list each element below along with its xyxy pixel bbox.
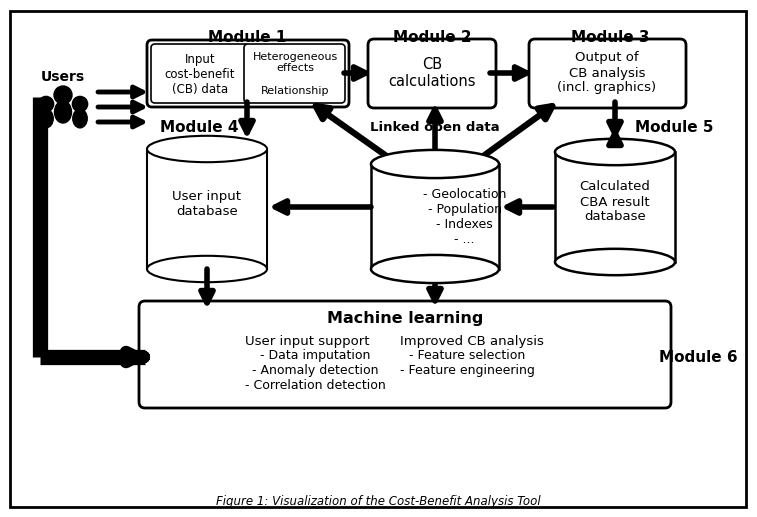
Text: Heterogeneous
effects

Relationship: Heterogeneous effects Relationship [252,52,338,96]
Bar [422,165,464,167]
Text: - Geolocation
- Population
- Indexes
- ...: - Geolocation - Population - Indexes - .… [423,188,506,246]
Ellipse shape [39,109,53,128]
Ellipse shape [147,136,267,162]
Text: Output of
CB analysis
(incl. graphics): Output of CB analysis (incl. graphics) [557,52,656,95]
Ellipse shape [421,161,466,171]
Text: CB
calculations: CB calculations [388,57,475,89]
Ellipse shape [147,256,267,282]
Bar [428,170,472,254]
FancyBboxPatch shape [151,44,249,103]
FancyBboxPatch shape [529,39,686,108]
Text: Users: Users [41,70,85,84]
Bar [555,152,675,262]
Text: Module 5: Module 5 [635,119,714,134]
Ellipse shape [555,249,675,275]
Ellipse shape [428,249,472,259]
Bar [372,164,497,268]
Bar [557,152,673,261]
Bar [148,148,266,150]
Bar [429,170,471,253]
FancyBboxPatch shape [147,40,349,107]
Text: User input
database: User input database [173,190,241,218]
Text: - Data imputation
- Anomaly detection
- Correlation detection: - Data imputation - Anomaly detection - … [245,349,386,392]
Text: Module 6: Module 6 [659,349,737,364]
Text: Figure 1: Visualization of the Cost-Benefit Analysis Tool: Figure 1: Visualization of the Cost-Bene… [216,494,540,508]
Text: Module 1: Module 1 [208,31,286,45]
Ellipse shape [371,255,499,283]
Text: Module 2: Module 2 [393,31,472,45]
Bar [371,164,499,269]
Text: Linked open data: Linked open data [370,120,500,133]
Circle shape [39,96,54,112]
Bar [422,166,464,249]
FancyBboxPatch shape [368,39,496,108]
Circle shape [73,96,88,112]
Text: User input support: User input support [245,335,369,348]
Text: - Feature selection
- Feature engineering: - Feature selection - Feature engineerin… [400,349,535,377]
FancyBboxPatch shape [244,44,345,103]
Text: Improved CB analysis: Improved CB analysis [400,335,544,348]
Bar [421,166,466,250]
Text: Input
cost-benefit
(CB) data: Input cost-benefit (CB) data [165,53,235,96]
Bar [429,169,471,171]
Ellipse shape [73,109,87,128]
Bar [147,149,267,269]
Text: Module 3: Module 3 [571,31,650,45]
Ellipse shape [55,101,71,123]
FancyBboxPatch shape [139,301,671,408]
Text: Machine learning: Machine learning [327,312,483,327]
Bar [557,151,673,153]
Ellipse shape [428,165,472,175]
Text: Module 4: Module 4 [160,119,238,134]
Circle shape [54,86,72,104]
Ellipse shape [371,150,499,178]
Bar [372,163,497,165]
Ellipse shape [421,245,466,255]
Ellipse shape [555,139,675,165]
Bar [148,149,266,268]
Text: Calculated
CBA result
database: Calculated CBA result database [580,180,650,223]
